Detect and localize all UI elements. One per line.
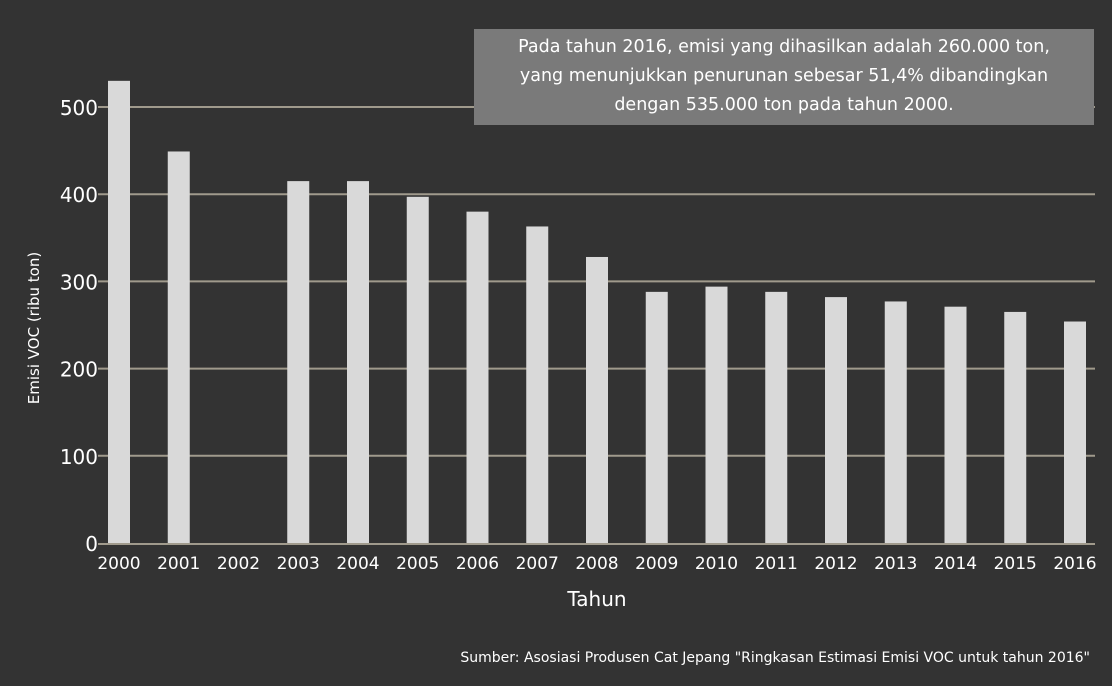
bar [765, 291, 788, 543]
annotation-line: yang menunjukkan penurunan sebesar 51,4%… [519, 66, 1049, 86]
x-tick-label: 2011 [755, 554, 798, 574]
annotation-line: dengan 535.000 ton pada tahun 2000. [614, 95, 954, 115]
bar [406, 196, 429, 544]
x-tick-label: 2010 [695, 554, 738, 574]
y-axis-title: Emisi VOC (ribu ton) [25, 252, 43, 404]
bar [287, 181, 310, 543]
y-tick-label: 400 [60, 183, 98, 207]
x-tick-label: 2000 [97, 554, 140, 574]
bar [108, 80, 130, 543]
bar [167, 151, 190, 544]
x-tick-label: 2009 [635, 554, 678, 574]
bars [108, 80, 1086, 544]
bar [705, 286, 728, 543]
x-tick-label: 2012 [814, 554, 857, 574]
annotation-line: Pada tahun 2016, emisi yang dihasilkan a… [518, 37, 1050, 57]
bar [1004, 311, 1027, 543]
x-tick-label: 2014 [934, 554, 977, 574]
y-tick-label: 300 [60, 270, 98, 294]
y-tick-label: 500 [60, 96, 98, 120]
bar [884, 301, 907, 543]
y-tick-label: 200 [60, 358, 98, 382]
x-axis-title: Tahun [566, 587, 626, 611]
x-tick-label: 2003 [277, 554, 320, 574]
x-tick-label: 2005 [396, 554, 439, 574]
source-note: Sumber: Asosiasi Produsen Cat Jepang "Ri… [460, 650, 1090, 666]
y-tick-label: 0 [85, 532, 98, 556]
x-tick-label: 2004 [336, 554, 379, 574]
x-tick-label: 2001 [157, 554, 200, 574]
bar [645, 291, 668, 543]
bar [526, 226, 549, 544]
x-tick-label: 2002 [217, 554, 260, 574]
bar [1064, 321, 1086, 543]
bar [347, 181, 369, 543]
bar [825, 297, 847, 543]
annotation-box: Pada tahun 2016, emisi yang dihasilkan a… [474, 29, 1094, 125]
x-tick-label: 2007 [516, 554, 559, 574]
axes: 0 100 200 300 400 500 2000 2001 2002 2003 2004 2005… [60, 96, 1097, 574]
bar [586, 256, 608, 543]
y-tick-label: 100 [60, 445, 98, 469]
x-tick-label: 2006 [456, 554, 499, 574]
x-tick-label: 2016 [1053, 554, 1096, 574]
bar [466, 211, 489, 543]
x-tick-label: 2013 [874, 554, 917, 574]
x-tick-label: 2008 [575, 554, 618, 574]
x-tick-label: 2015 [994, 554, 1037, 574]
bar [944, 306, 967, 543]
